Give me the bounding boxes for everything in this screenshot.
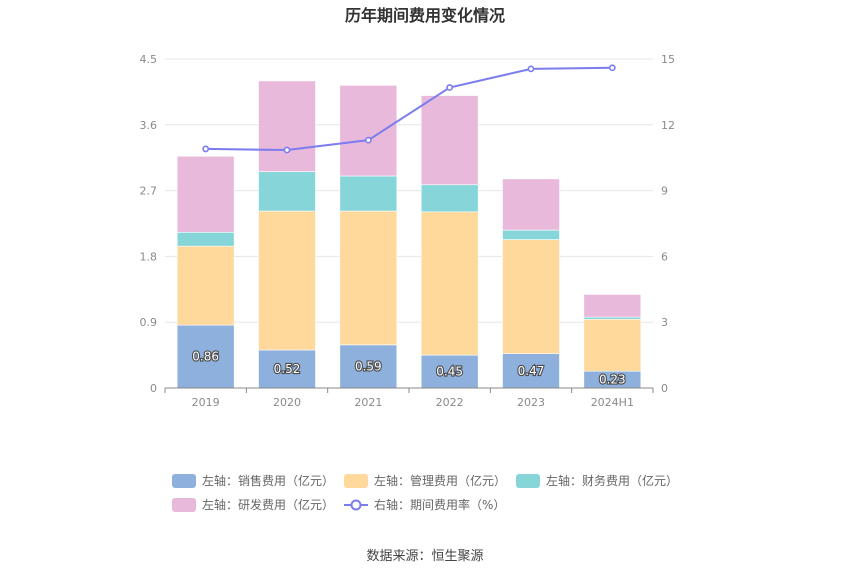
rate-line-point: [364, 136, 372, 144]
bar-data-label: 0.45: [436, 365, 463, 379]
legend-label: 左轴：财务费用（亿元）: [546, 474, 679, 488]
legend-item[interactable]: 右轴：期间费用率（%）: [344, 496, 505, 513]
bar-segment: [502, 239, 560, 354]
bar-segment: [420, 184, 479, 213]
bar-segment: [176, 324, 235, 389]
data-labels: 0.86 0.52 0.59 0.45 0.47 0.23: [191, 348, 627, 387]
bar-segment: [339, 344, 398, 389]
right-axis-tick-label: 12: [661, 119, 675, 132]
right-axis-tick-label: 0: [661, 382, 668, 395]
legend-swatch: [516, 473, 540, 488]
bar-segment: [502, 178, 560, 231]
rate-line-path: [205, 66, 613, 152]
x-axis-tick-label: 2022: [436, 396, 464, 409]
rate-line-point: [446, 84, 454, 91]
bar-data-label: 0.59: [355, 359, 382, 373]
bar-segment: [502, 229, 560, 240]
rate-line-point: [608, 64, 616, 72]
right-axis-tick-label: 6: [661, 250, 668, 263]
bar-segment: [502, 353, 560, 389]
bar-segment: [583, 294, 642, 318]
grid-lines: [165, 58, 653, 323]
left-axis-tick-label: 2.7: [140, 185, 158, 198]
legend-swatch: [172, 473, 196, 488]
left-axis-tick-label: 4.5: [140, 53, 158, 66]
legend-label: 左轴：销售费用（亿元）: [202, 474, 335, 488]
bar-segment: [176, 245, 235, 326]
legend-swatch: [344, 473, 368, 488]
bar-data-label: 0.86: [192, 350, 219, 364]
bar-segment: [420, 95, 479, 186]
bar-segment: [339, 85, 398, 177]
bar-segment: [583, 316, 642, 320]
legend-label: 右轴：期间费用率（%）: [374, 498, 506, 512]
legend-label: 左轴：管理费用（亿元）: [374, 474, 507, 488]
chart-title: 历年期间费用变化情况: [344, 6, 505, 25]
bar-segment: [258, 349, 316, 389]
bar-segment: [176, 231, 235, 247]
bar-segment: [258, 80, 316, 172]
bar-segment: [339, 175, 398, 212]
left-axis-tick-label: 0.9: [140, 316, 158, 329]
x-axis-tick-label: 2021: [354, 396, 382, 409]
rate-line-point: [202, 145, 210, 153]
legend-item[interactable]: 左轴：管理费用（亿元）: [344, 472, 506, 489]
bar-segment: [339, 210, 398, 346]
chart-plot: 0 0.9 1.8 2.7 3.6 4.5 0 3 6 9 12 15 2019 2020 2021 2022…: [140, 53, 676, 409]
left-axis-tick-label: 1.8: [140, 250, 158, 263]
legend-item[interactable]: 左轴：研发费用（亿元）: [172, 496, 334, 513]
legend-label: 左轴：研发费用（亿元）: [202, 498, 335, 512]
legend-swatch: [172, 497, 196, 512]
rate-line-point: [283, 146, 291, 154]
bar-segment: [583, 318, 642, 372]
left-axis-tick-label: 3.6: [140, 119, 158, 132]
bar-data-label: 0.23: [599, 373, 626, 387]
bar-segment: [420, 211, 479, 356]
legend-line-icon: [344, 499, 368, 510]
x-axis-tick-label: 2023: [517, 396, 545, 409]
data-source-note: 数据来源：恒生聚源: [366, 549, 484, 564]
x-axis-tick-label: 2020: [273, 396, 301, 409]
x-axis-tick-label: 2019: [192, 396, 220, 409]
right-axis-tick-label: 3: [661, 316, 668, 329]
legend-item[interactable]: 左轴：销售费用（亿元）: [172, 472, 334, 489]
rate-line-point: [527, 65, 535, 73]
bar-segment: [258, 171, 316, 212]
bar-data-label: 0.52: [274, 362, 301, 376]
x-axis-tick-label: 2024H1: [591, 396, 634, 409]
bars: [176, 80, 642, 389]
legend-item[interactable]: 左轴：财务费用（亿元）: [516, 472, 678, 489]
rate-line: [202, 64, 616, 154]
bar-segment: [258, 210, 316, 351]
bar-segment: [176, 155, 235, 233]
bar-segment: [420, 354, 479, 389]
right-axis-tick-label: 9: [661, 185, 668, 198]
axes: 0 0.9 1.8 2.7 3.6 4.5 0 3 6 9 12 15 2019 2020 2021 2022…: [140, 53, 676, 409]
left-axis-tick-label: 0: [150, 382, 157, 395]
bar-data-label: 0.47: [518, 364, 545, 378]
right-axis-tick-label: 15: [661, 53, 675, 66]
